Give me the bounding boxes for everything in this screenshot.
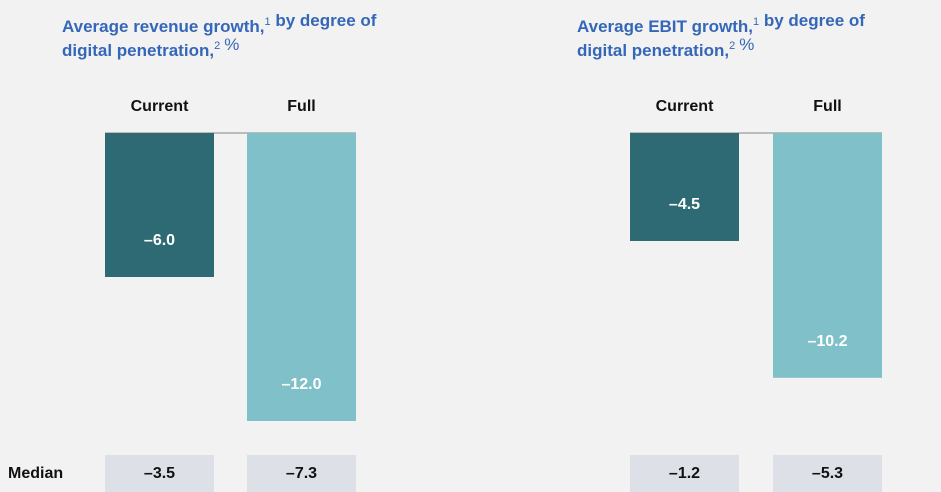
footnote-mark: 1 bbox=[265, 16, 271, 28]
title-text: Average EBIT growth, bbox=[577, 17, 753, 36]
title-text: digital penetration, bbox=[62, 41, 214, 60]
bar bbox=[247, 133, 356, 421]
title-text: Average revenue growth, bbox=[62, 17, 265, 36]
chart-title: Average revenue growth,1 by degree of bbox=[62, 11, 377, 36]
category-label: Current bbox=[131, 98, 189, 115]
value-label: –6.0 bbox=[144, 232, 175, 249]
title-text: digital penetration, bbox=[577, 41, 729, 60]
footnote-mark: 1 bbox=[753, 16, 759, 28]
median-value: –3.5 bbox=[144, 465, 175, 482]
value-label: –12.0 bbox=[281, 376, 321, 393]
category-label: Current bbox=[656, 98, 714, 115]
title-text: by degree of bbox=[271, 11, 377, 30]
median-box bbox=[105, 455, 214, 492]
bar bbox=[105, 133, 214, 277]
category-label: Full bbox=[813, 98, 841, 115]
value-label: –4.5 bbox=[669, 196, 700, 213]
title-text: by degree of bbox=[759, 11, 865, 30]
median-box bbox=[630, 455, 739, 492]
median-value: –5.3 bbox=[812, 465, 843, 482]
median-label: Median bbox=[8, 465, 63, 482]
value-label: –10.2 bbox=[807, 333, 847, 350]
unit: % bbox=[224, 35, 239, 54]
footnote-mark: 2 bbox=[729, 40, 735, 52]
chart-title: Average EBIT growth,1 by degree of bbox=[577, 11, 865, 36]
median-value: –7.3 bbox=[286, 465, 317, 482]
median-value: –1.2 bbox=[669, 465, 700, 482]
footnote-mark: 2 bbox=[214, 40, 220, 52]
bar bbox=[630, 133, 739, 241]
chart-title: digital penetration,2% bbox=[577, 35, 754, 60]
category-label: Full bbox=[287, 98, 315, 115]
median-box bbox=[773, 455, 882, 492]
bar bbox=[773, 133, 882, 378]
median-box bbox=[247, 455, 356, 492]
unit: % bbox=[739, 35, 754, 54]
chart-title: digital penetration,2% bbox=[62, 35, 239, 60]
